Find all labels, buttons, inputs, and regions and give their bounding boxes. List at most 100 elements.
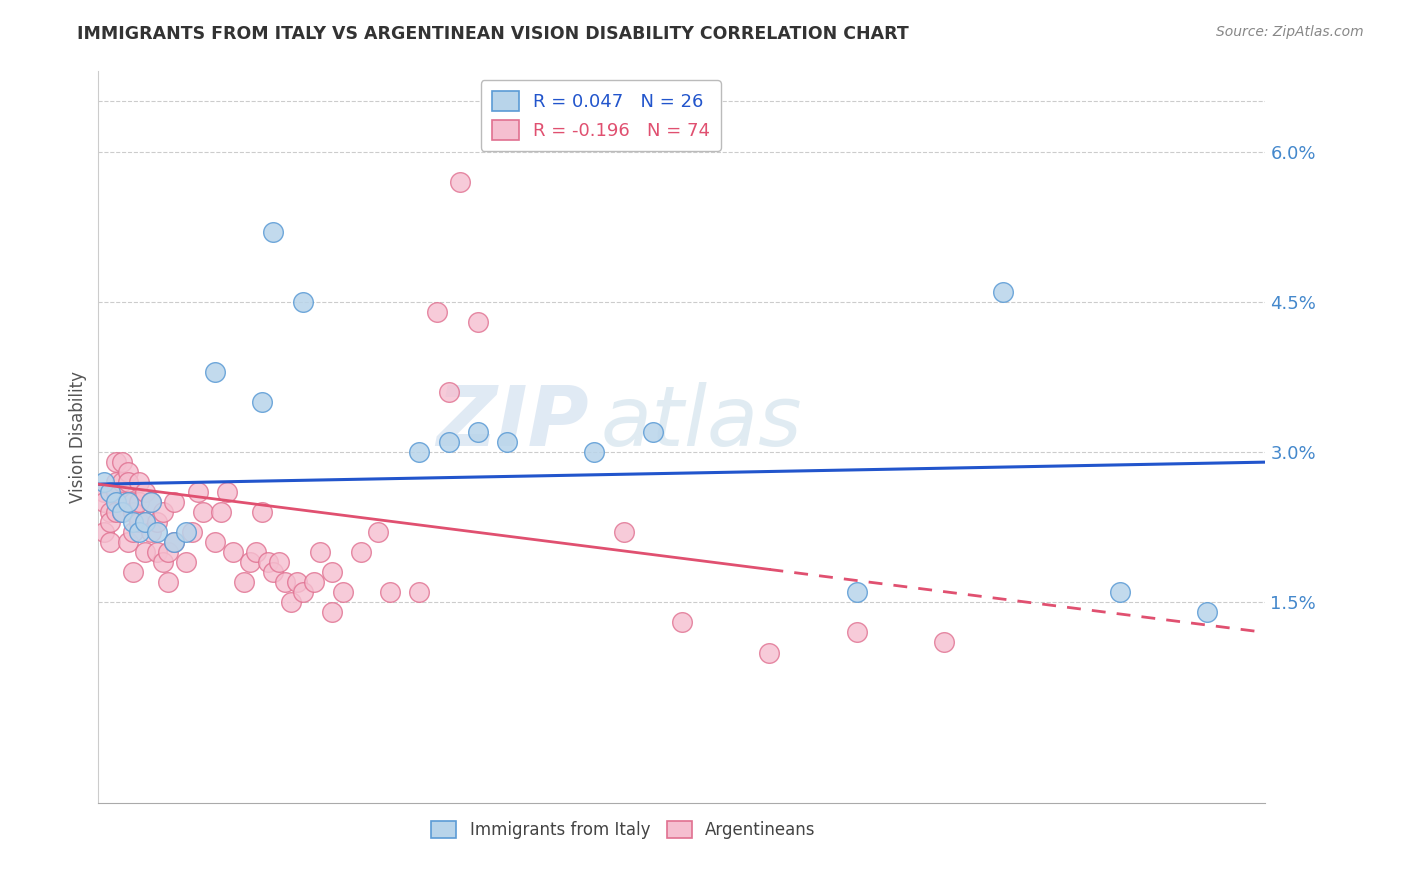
Point [93, 525, 115, 540]
Point [134, 515, 156, 529]
Point [846, 625, 869, 640]
Point [496, 435, 519, 450]
Point [157, 575, 180, 590]
Point [671, 615, 693, 630]
Point [93, 475, 115, 490]
Point [262, 225, 284, 239]
Point [274, 575, 297, 590]
Point [93, 485, 115, 500]
Point [98, 515, 121, 529]
Text: atlas: atlas [600, 382, 801, 463]
Point [111, 475, 134, 490]
Point [321, 566, 343, 580]
Point [321, 606, 343, 620]
Point [146, 545, 169, 559]
Point [408, 585, 430, 599]
Point [309, 545, 332, 559]
Point [437, 435, 460, 450]
Point [111, 505, 134, 519]
Point [174, 525, 197, 540]
Y-axis label: Vision Disability: Vision Disability [69, 371, 87, 503]
Point [285, 575, 308, 590]
Point [350, 545, 373, 559]
Point [193, 505, 215, 519]
Point [146, 515, 169, 529]
Point [1195, 606, 1218, 620]
Point [408, 445, 430, 459]
Point [128, 515, 150, 529]
Point [291, 585, 314, 599]
Point [122, 505, 145, 519]
Point [139, 525, 162, 540]
Point [250, 505, 273, 519]
Point [426, 305, 449, 319]
Point [180, 525, 202, 540]
Point [104, 485, 127, 500]
Point [991, 285, 1014, 299]
Point [163, 535, 186, 549]
Point [111, 455, 134, 469]
Point [117, 475, 139, 490]
Point [304, 575, 326, 590]
Point [139, 495, 162, 509]
Point [280, 595, 302, 609]
Point [117, 495, 139, 509]
Point [641, 425, 664, 439]
Point [152, 555, 174, 569]
Point [134, 545, 156, 559]
Point [134, 485, 156, 500]
Point [467, 315, 489, 329]
Point [104, 475, 127, 490]
Point [1108, 585, 1130, 599]
Point [233, 575, 256, 590]
Point [934, 635, 956, 649]
Point [262, 566, 284, 580]
Legend: Immigrants from Italy, Argentineans: Immigrants from Italy, Argentineans [425, 814, 823, 846]
Point [215, 485, 238, 500]
Point [98, 505, 121, 519]
Point [437, 384, 460, 399]
Point [256, 555, 278, 569]
Point [122, 566, 145, 580]
Point [122, 525, 145, 540]
Point [111, 505, 134, 519]
Point [146, 525, 169, 540]
Point [583, 445, 606, 459]
Point [846, 585, 869, 599]
Point [467, 425, 489, 439]
Point [104, 455, 127, 469]
Point [380, 585, 402, 599]
Point [367, 525, 389, 540]
Point [209, 505, 232, 519]
Point [104, 505, 127, 519]
Point [93, 495, 115, 509]
Text: IMMIGRANTS FROM ITALY VS ARGENTINEAN VISION DISABILITY CORRELATION CHART: IMMIGRANTS FROM ITALY VS ARGENTINEAN VIS… [77, 25, 910, 43]
Point [250, 395, 273, 409]
Point [449, 175, 471, 189]
Point [128, 475, 150, 490]
Point [152, 505, 174, 519]
Point [187, 485, 209, 500]
Point [221, 545, 243, 559]
Point [98, 535, 121, 549]
Point [163, 535, 186, 549]
Point [758, 646, 780, 660]
Point [98, 485, 121, 500]
Point [122, 515, 145, 529]
Point [163, 495, 186, 509]
Point [134, 515, 156, 529]
Text: Source: ZipAtlas.com: Source: ZipAtlas.com [1216, 25, 1364, 39]
Point [204, 365, 226, 379]
Point [174, 555, 197, 569]
Point [139, 495, 162, 509]
Point [128, 525, 150, 540]
Point [332, 585, 354, 599]
Point [157, 545, 180, 559]
Point [612, 525, 634, 540]
Point [291, 294, 314, 309]
Point [117, 495, 139, 509]
Point [128, 495, 150, 509]
Point [245, 545, 267, 559]
Point [117, 535, 139, 549]
Point [117, 465, 139, 479]
